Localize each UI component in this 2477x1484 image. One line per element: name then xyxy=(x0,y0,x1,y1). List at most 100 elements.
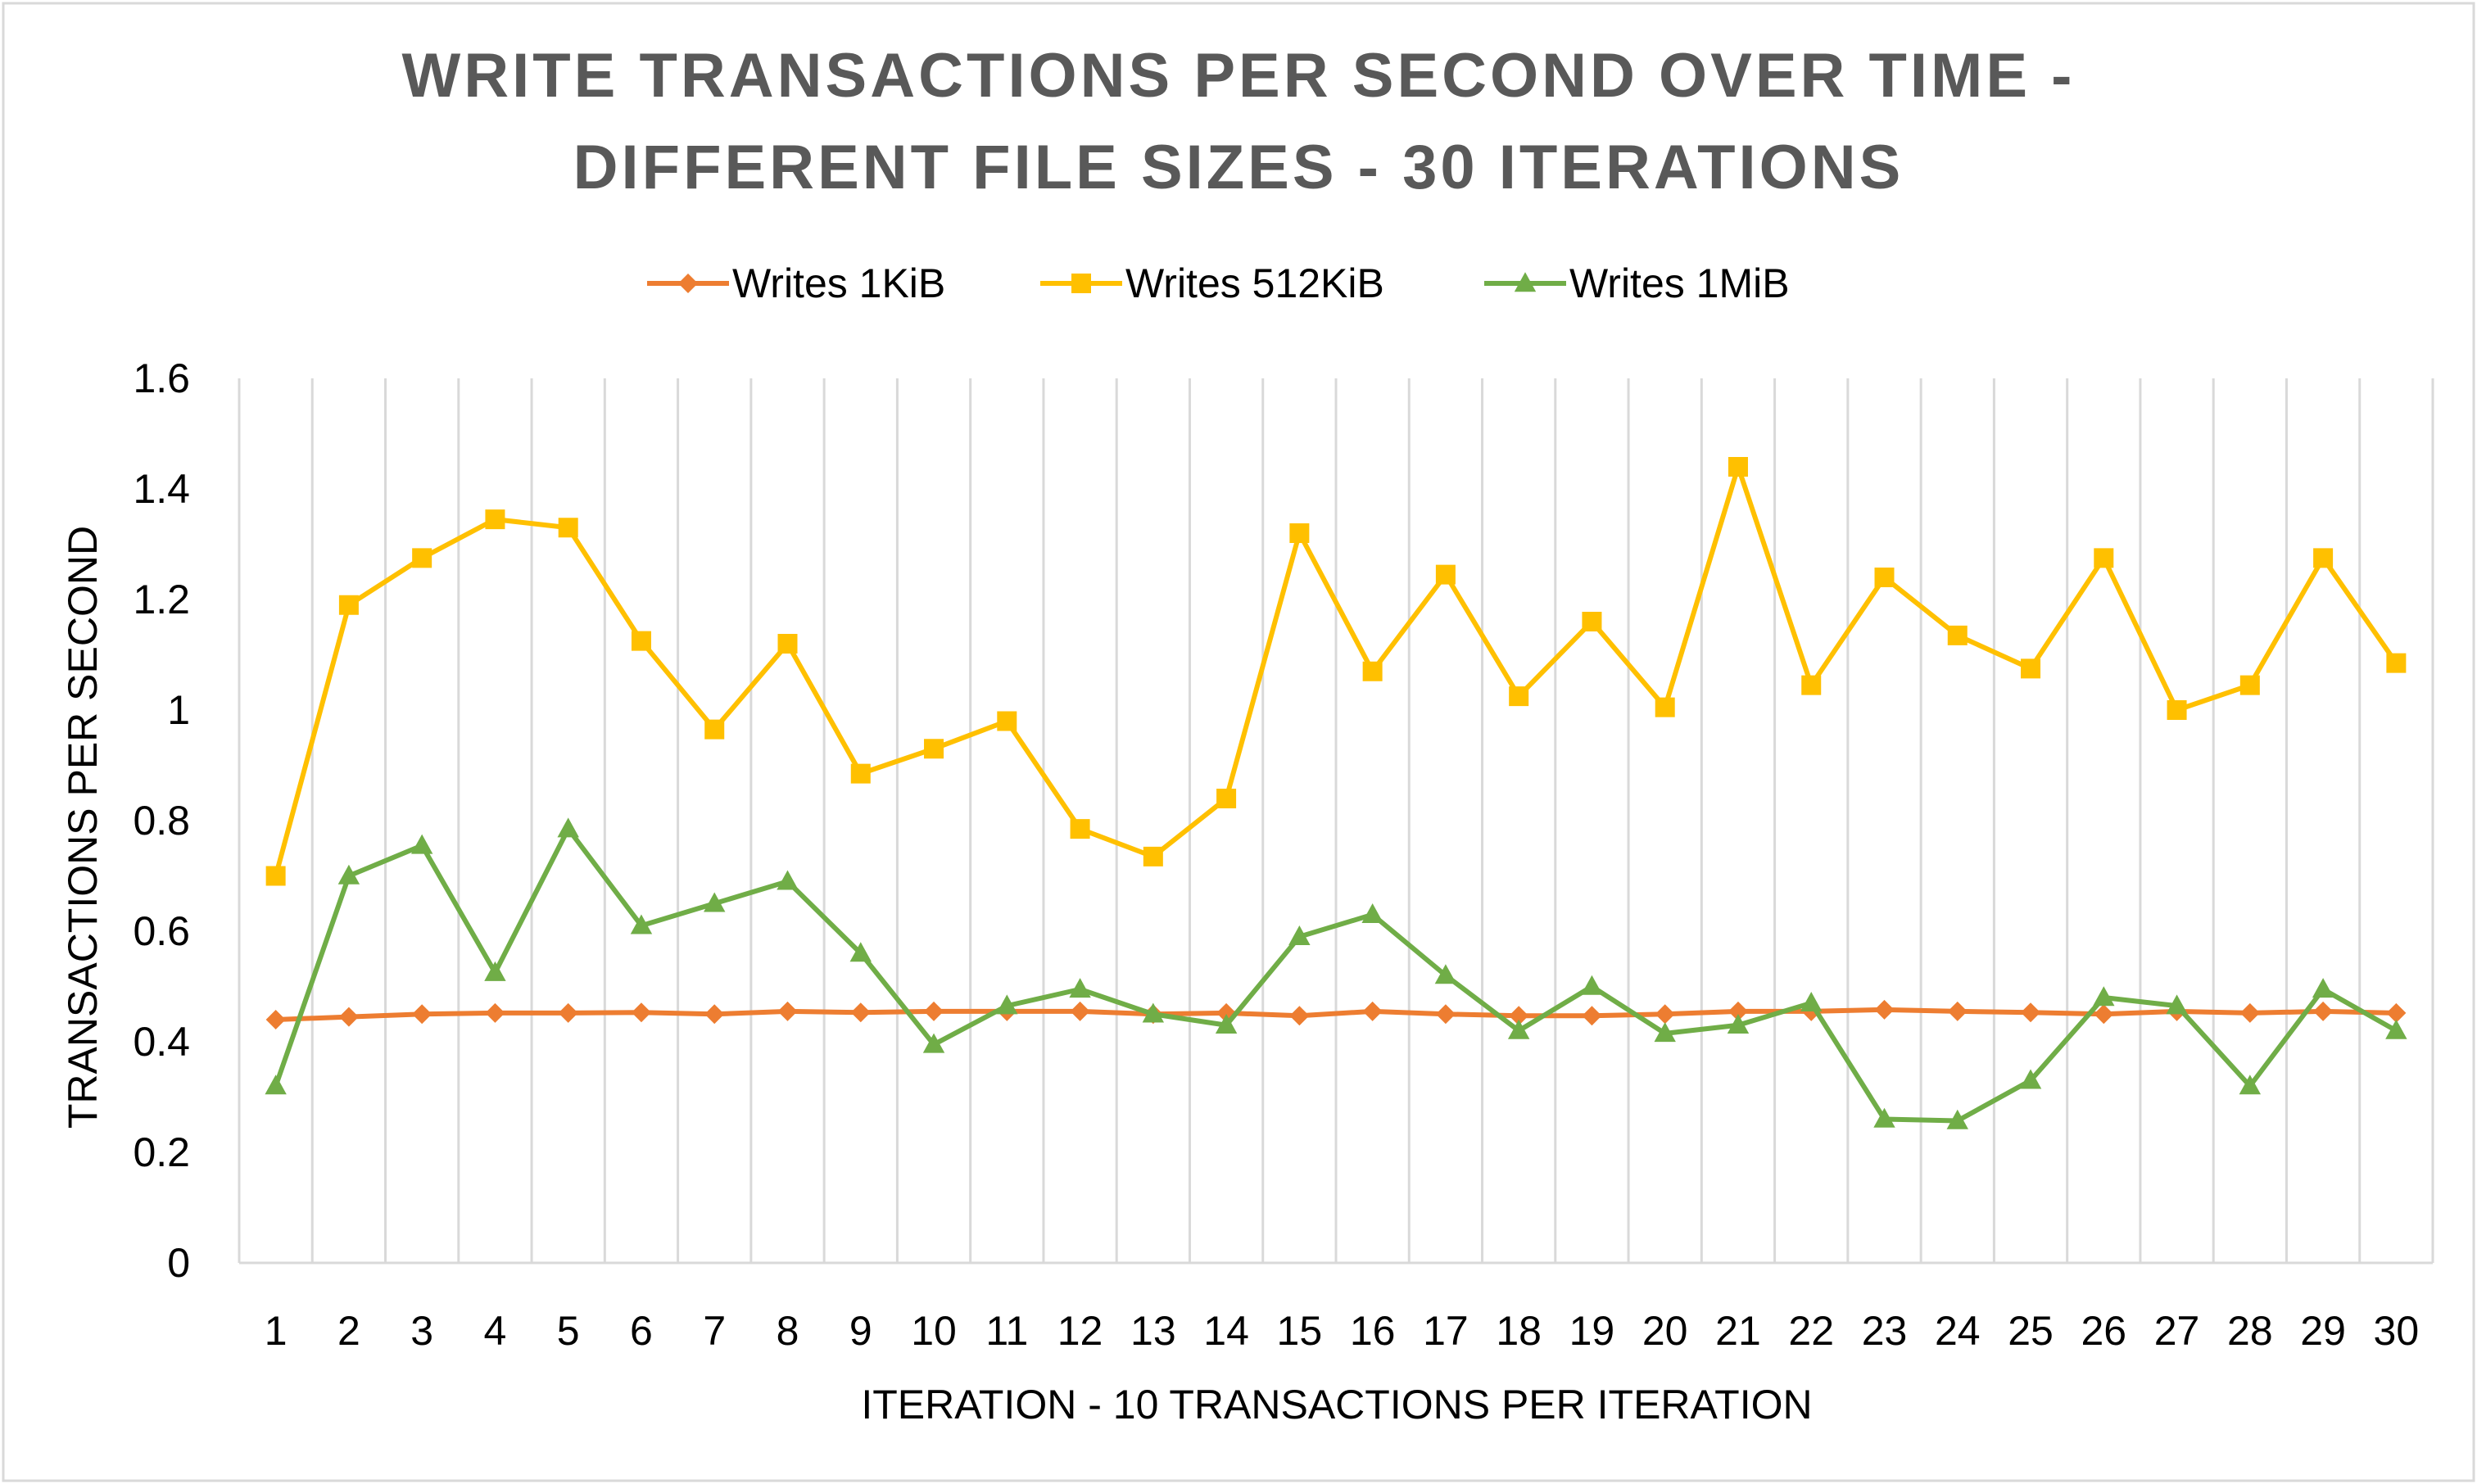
legend-marker-2 xyxy=(1514,272,1537,292)
legend: Writes 1KiB Writes 512KiB Writes 1MiB xyxy=(647,260,1790,306)
data-point xyxy=(2094,548,2114,568)
x-tick-label: 11 xyxy=(985,1308,1028,1354)
data-point xyxy=(631,1002,651,1023)
data-point xyxy=(2239,1002,2260,1023)
data-point xyxy=(924,1001,944,1021)
data-point xyxy=(2312,978,2334,998)
x-tick-label: 25 xyxy=(2008,1308,2054,1354)
y-tick-label: 1.2 xyxy=(133,577,190,622)
data-point xyxy=(997,711,1017,731)
data-point xyxy=(1946,1109,1968,1129)
data-point xyxy=(1435,1004,1456,1025)
data-point xyxy=(1070,819,1090,839)
data-point xyxy=(485,1002,505,1023)
data-point xyxy=(996,994,1018,1015)
data-point xyxy=(1069,978,1091,998)
data-point xyxy=(265,1010,286,1029)
axes: 00.20.40.60.811.21.41.61 2 3 4 5 6 7 8 9 10 11 12 13… xyxy=(133,355,2433,1354)
x-tick-label: 27 xyxy=(2154,1308,2200,1354)
data-point xyxy=(2093,986,2115,1007)
series-line-2 xyxy=(273,826,2398,1124)
series-layer xyxy=(265,457,2407,1129)
x-tick-label: 4 xyxy=(484,1308,507,1354)
data-point xyxy=(410,834,433,854)
data-point xyxy=(337,864,360,885)
data-point xyxy=(338,1007,359,1027)
legend-item-2: Writes 1MiB xyxy=(1484,260,1790,306)
data-point xyxy=(1581,975,1603,995)
data-point xyxy=(1947,1001,1968,1021)
gridlines xyxy=(238,378,2434,1263)
data-point xyxy=(558,518,578,538)
x-tick-label: 20 xyxy=(1642,1308,1688,1354)
data-point xyxy=(1509,1006,1529,1026)
data-point xyxy=(557,817,579,838)
data-point xyxy=(1070,1001,1090,1021)
data-point xyxy=(704,1004,725,1025)
data-point xyxy=(1289,523,1310,543)
series-0 xyxy=(265,999,2407,1029)
data-point xyxy=(1727,1013,1750,1034)
data-point xyxy=(2385,1019,2407,1039)
data-point xyxy=(1874,568,1895,587)
data-point xyxy=(1947,625,1968,645)
legend-marker-1 xyxy=(1071,274,1091,293)
x-tick-label: 19 xyxy=(1569,1308,1615,1354)
y-tick-label: 1.4 xyxy=(133,466,190,512)
x-tick-label: 7 xyxy=(703,1308,726,1354)
x-tick-label: 9 xyxy=(849,1308,872,1354)
series-line-1 xyxy=(273,464,2398,877)
data-point xyxy=(850,763,871,784)
data-point xyxy=(2386,653,2407,673)
y-tick-label: 1 xyxy=(167,687,190,733)
data-point xyxy=(2167,700,2187,720)
legend-label-2: Writes 1MiB xyxy=(1569,260,1790,306)
x-tick-label: 3 xyxy=(410,1308,433,1354)
x-tick-label: 26 xyxy=(2081,1308,2126,1354)
series-2 xyxy=(265,817,2407,1129)
y-axis-label: TRANSACTIONS PER SECOND xyxy=(60,526,106,1129)
data-point xyxy=(1361,903,1383,923)
data-point xyxy=(2386,1002,2407,1023)
data-point xyxy=(1654,1022,1676,1043)
data-point xyxy=(704,719,725,740)
legend-marker-0 xyxy=(678,274,698,293)
x-tick-label: 12 xyxy=(1057,1308,1103,1354)
x-tick-label: 29 xyxy=(2300,1308,2346,1354)
data-point xyxy=(1582,612,1602,631)
data-point xyxy=(1800,991,1823,1011)
data-point xyxy=(2239,675,2260,695)
data-point xyxy=(630,914,653,934)
x-tick-label: 10 xyxy=(911,1308,957,1354)
series-1 xyxy=(265,457,2407,886)
data-point xyxy=(2166,994,2188,1015)
legend-item-0: Writes 1KiB xyxy=(647,260,945,306)
x-tick-label: 15 xyxy=(1277,1308,1323,1354)
data-point xyxy=(1801,675,1822,695)
data-point xyxy=(412,548,432,568)
y-tick-label: 1.6 xyxy=(133,355,190,401)
x-tick-label: 6 xyxy=(630,1308,653,1354)
data-point xyxy=(2021,1002,2041,1023)
y-tick-label: 0.4 xyxy=(133,1019,190,1065)
data-point xyxy=(1582,1006,1602,1026)
x-tick-label: 8 xyxy=(777,1308,799,1354)
data-point xyxy=(777,870,799,890)
x-axis-label: ITERATION - 10 TRANSACTIONS PER ITERATIO… xyxy=(861,1382,1812,1427)
data-point xyxy=(924,739,944,759)
data-point xyxy=(1509,686,1529,707)
data-point xyxy=(485,509,505,530)
data-point xyxy=(1435,564,1456,585)
data-point xyxy=(1728,1001,1748,1021)
x-tick-label: 2 xyxy=(337,1308,360,1354)
data-point xyxy=(558,1002,578,1023)
y-tick-label: 0 xyxy=(167,1240,190,1286)
data-point xyxy=(1873,1107,1895,1128)
series-line-0 xyxy=(275,1007,2397,1022)
legend-label-0: Writes 1KiB xyxy=(732,260,945,306)
x-tick-label: 30 xyxy=(2374,1308,2420,1354)
chart-title-line-2: DIFFERENT FILE SIZES - 30 ITERATIONS xyxy=(573,133,1904,202)
data-point xyxy=(1655,697,1675,717)
